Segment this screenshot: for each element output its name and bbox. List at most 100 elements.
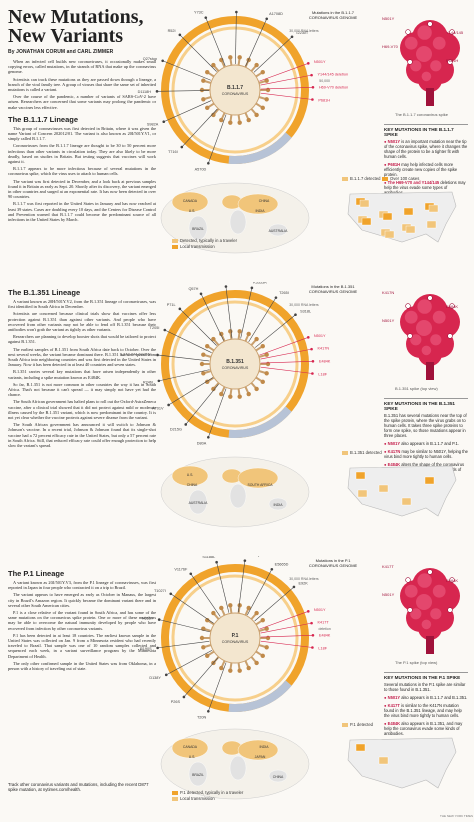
- map-country-label: AUSTRALIA: [189, 501, 209, 505]
- mutation-line: [157, 640, 210, 649]
- section-heading-p1: The P.1 Lineage: [8, 569, 65, 578]
- spike-mutation-label: K417T: [382, 564, 394, 569]
- virus-icon: [199, 55, 271, 125]
- legend-swatch: [342, 722, 348, 727]
- key-mutation-name: ● The H69-V70 and Y144/145: [384, 180, 441, 185]
- world-map: CANADA U.S. BRAZIL AUSTRALIA INDIA CHINA: [160, 182, 310, 254]
- mutation-line: [247, 569, 273, 616]
- key-mutation-name: ● P681H: [384, 162, 402, 167]
- mutation-dot: [310, 73, 313, 77]
- mutation-line: [254, 586, 295, 622]
- byline: By JONATHAN CORUM and CARL ZIMMER: [8, 49, 114, 55]
- article-column-p1: The P.1 Lineage A variant known as 20J/5…: [8, 564, 156, 673]
- mutation-line: [216, 562, 230, 613]
- mutation-dot: [311, 633, 315, 637]
- title-line-1: New Mutations,: [8, 6, 144, 28]
- map-legend-item: P.1 detected: [342, 722, 373, 727]
- mutation-line: [248, 297, 277, 343]
- section-paragraph: B.1.351 carries several key mutations th…: [8, 369, 156, 380]
- key-mutations-box: KEY MUTATIONS IN THE P.1 SPIKE Several mu…: [384, 672, 468, 739]
- mutation-label: K1795Q: [246, 556, 260, 557]
- map-landmass: [237, 193, 279, 215]
- mutation-line: [260, 640, 313, 648]
- mutation-label: K417T: [317, 620, 329, 624]
- virus-center-label: B.1.351: [226, 359, 244, 365]
- map-landmass: [171, 737, 209, 759]
- map-country-label: CHINA: [259, 199, 270, 203]
- spike-protein-illustration: [400, 294, 460, 380]
- mutation-line: [208, 114, 227, 164]
- section-paragraph: This group of coronaviruses was first de…: [8, 125, 156, 142]
- legend-swatch: [172, 790, 178, 795]
- section-paragraph: P.1 is a close relative of the variant f…: [8, 610, 156, 631]
- mutation-line: [181, 108, 218, 148]
- key-mutation-name: ● K417T: [384, 703, 402, 708]
- mutation-dot: [306, 62, 310, 65]
- mutation-label: E92K: [298, 581, 308, 585]
- us-map: [347, 737, 457, 789]
- key-mutation-item: Several mutations in the P.1 spike are s…: [384, 682, 466, 692]
- mutation-dot: [290, 35, 294, 39]
- us-state-detected: [355, 471, 366, 480]
- spike-gene-segment: [228, 680, 292, 712]
- key-mutation-name: ● N501Y: [384, 441, 402, 446]
- mutation-label: S1188L: [202, 556, 215, 559]
- section-paragraph: The variant was first detected in Decemb…: [8, 178, 156, 200]
- map-legend-item: Over 100 cases: [382, 176, 419, 181]
- section-paragraph: The only other confirmed sample in the U…: [8, 660, 156, 672]
- mutation-label: E5665D: [275, 562, 289, 566]
- mutation-line: [253, 36, 293, 73]
- mutation-dot: [155, 90, 159, 93]
- legend-swatch: [172, 238, 178, 243]
- map-country-label: CANADA: [183, 199, 198, 203]
- mutation-dot: [274, 296, 278, 299]
- us-state-detected: [424, 476, 435, 485]
- map-country-label: BRAZIL: [192, 227, 204, 231]
- mutation-line: [260, 74, 312, 86]
- mutation-dot: [207, 161, 210, 165]
- mutation-line: [260, 86, 313, 90]
- mutation-label: N501Y: [314, 60, 326, 64]
- mutation-dot: [207, 709, 210, 713]
- mutation-dot: [189, 572, 193, 576]
- us-state-detected: [401, 497, 412, 506]
- us-state-detected: [357, 489, 368, 498]
- key-mutation-item: ● P681H may help infected cells more eff…: [384, 162, 458, 177]
- key-mutations-box: KEY MUTATIONS IN THE B.1.1.7 SPIKE ● N501…: [384, 124, 468, 198]
- mutation-line: [254, 314, 296, 348]
- map-landmass: [188, 215, 208, 241]
- mutation-line: [260, 622, 312, 634]
- mutation-label: H655Y: [142, 617, 154, 621]
- mutation-line: [225, 286, 233, 339]
- key-mutation-name: ● N501Y: [384, 139, 402, 144]
- spike-mutation-label: N501Y: [382, 592, 395, 597]
- mutation-label: Y73C: [194, 11, 204, 15]
- mutation-line: [260, 92, 313, 100]
- mutation-dot: [156, 353, 159, 357]
- section-paragraph: Researchers are planning to develop boos…: [8, 334, 156, 345]
- mutation-line: [208, 388, 227, 438]
- mutation-dot: [162, 120, 166, 124]
- map-country-label: INDIA: [273, 503, 283, 507]
- mutation-dot: [157, 379, 161, 383]
- virus-center-sublabel: CORONAVIRUS: [222, 640, 249, 644]
- spike-mutation-label: E484K: [446, 304, 459, 309]
- mutation-label: D80A: [197, 441, 207, 445]
- mutation-label: I2230T: [296, 31, 309, 35]
- us-map: [347, 191, 457, 243]
- mutation-label: K1655N: [212, 282, 226, 283]
- title-line-2: New Variants: [8, 25, 124, 47]
- mutation-label: Q57H: [188, 287, 198, 291]
- map-legend-item: B.1.351 detected: [342, 450, 382, 455]
- mutation-line: [237, 560, 246, 613]
- map-country-label: CHINA: [187, 483, 198, 487]
- key-mutations-heading: KEY MUTATIONS IN THE B.1.351 SPIKE: [384, 398, 468, 411]
- us-state-detected: [382, 212, 393, 221]
- track-link[interactable]: Track other coronavirus variants and mut…: [8, 782, 149, 793]
- credit: THE NEW YORK TIMES: [440, 814, 474, 818]
- mutation-line: [168, 377, 214, 406]
- mutation-label: P71L: [167, 303, 176, 307]
- mutation-dot: [163, 328, 167, 332]
- mutation-dot: [199, 292, 203, 296]
- key-mutation-item: ● K417T is similar to the K417N mutation…: [384, 703, 462, 718]
